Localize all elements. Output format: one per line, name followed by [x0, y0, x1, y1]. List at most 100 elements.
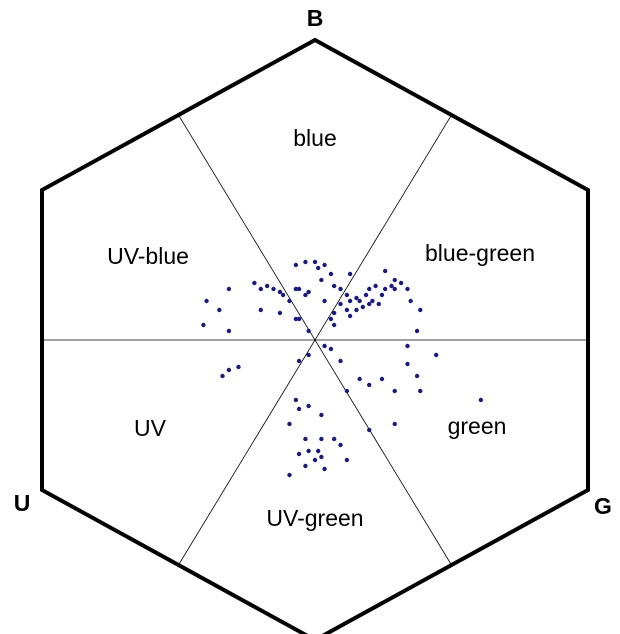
- data-point: [328, 316, 334, 322]
- data-point: [306, 403, 311, 409]
- data-point: [418, 388, 423, 394]
- data-point: [373, 283, 378, 289]
- data-point: [306, 448, 311, 454]
- data-point: [354, 295, 359, 301]
- data-point: [258, 286, 263, 292]
- data-point: [296, 358, 302, 364]
- data-point: [303, 436, 308, 442]
- data-point: [347, 298, 353, 304]
- data-point: [338, 358, 343, 364]
- data-point: [360, 304, 366, 310]
- hexagon: [40, 37, 590, 634]
- data-point: [277, 289, 283, 295]
- data-point: [414, 373, 420, 379]
- region-label: UV: [134, 415, 167, 441]
- data-point: [252, 280, 257, 286]
- region-label: UV-blue: [107, 243, 189, 269]
- region-label: blue: [293, 125, 336, 151]
- data-point: [392, 421, 397, 427]
- data-point: [357, 376, 362, 382]
- data-point: [306, 289, 311, 295]
- data-point: [344, 457, 350, 463]
- data-point: [344, 307, 350, 313]
- data-point: [322, 262, 327, 268]
- data-point: [344, 292, 350, 298]
- data-point: [319, 436, 324, 442]
- vertex-label: U: [14, 490, 31, 516]
- data-point: [306, 328, 311, 334]
- data-point: [277, 310, 283, 316]
- data-point: [293, 397, 299, 403]
- data-point: [217, 307, 222, 313]
- region-label: blue-green: [425, 240, 535, 266]
- vertex-label: G: [594, 493, 612, 519]
- data-point: [344, 388, 350, 394]
- data-point: [319, 454, 324, 460]
- data-point: [331, 283, 337, 289]
- data-point: [347, 313, 353, 319]
- data-point: [338, 442, 343, 448]
- data-point: [303, 463, 308, 469]
- data-point: [398, 280, 404, 286]
- data-point: [354, 307, 359, 313]
- data-point: [405, 343, 410, 349]
- region-label: green: [448, 413, 507, 439]
- data-point: [287, 472, 292, 478]
- data-point: [293, 262, 299, 268]
- data-point: [322, 298, 327, 304]
- data-point: [236, 364, 241, 370]
- data-point: [363, 292, 369, 298]
- data-point: [220, 373, 225, 379]
- data-point: [367, 427, 372, 433]
- data-point: [293, 286, 299, 292]
- data-point: [312, 457, 318, 463]
- data-point: [226, 367, 232, 373]
- data-point: [379, 376, 385, 382]
- data-point: [405, 361, 410, 367]
- data-point: [306, 352, 311, 358]
- data-point: [319, 412, 324, 418]
- data-point: [315, 448, 321, 454]
- data-point: [382, 268, 388, 274]
- vertex-label: B: [307, 5, 324, 31]
- data-point: [328, 346, 334, 352]
- data-point: [271, 286, 276, 292]
- data-point: [347, 271, 353, 277]
- data-point: [408, 298, 413, 304]
- data-point: [338, 301, 343, 307]
- data-point: [389, 283, 394, 289]
- data-point: [434, 352, 439, 358]
- data-point: [392, 277, 397, 283]
- data-point: [287, 298, 292, 304]
- data-point: [392, 286, 397, 292]
- data-point: [370, 298, 375, 304]
- divider: [178, 114, 452, 566]
- data-point: [331, 310, 337, 316]
- data-point: [296, 451, 302, 457]
- data-point: [418, 307, 423, 313]
- data-point: [382, 286, 388, 292]
- data-point: [226, 286, 232, 292]
- data-point: [226, 328, 232, 334]
- data-point: [367, 382, 372, 388]
- data-point: [264, 283, 270, 289]
- data-point: [331, 436, 337, 442]
- data-point: [258, 307, 263, 313]
- data-point: [367, 301, 372, 307]
- data-point: [296, 286, 302, 292]
- data-point: [414, 328, 420, 334]
- data-point: [319, 277, 324, 283]
- data-point: [296, 316, 302, 322]
- data-point: [280, 292, 286, 298]
- data-point: [392, 388, 397, 394]
- region-label: UV-green: [266, 505, 363, 531]
- data-point: [315, 265, 321, 271]
- data-point: [357, 298, 362, 304]
- data-point: [376, 301, 381, 307]
- data-point: [379, 292, 385, 298]
- data-point: [204, 298, 209, 304]
- data-point: [303, 259, 308, 265]
- data-point: [322, 466, 327, 472]
- data-point: [322, 343, 327, 349]
